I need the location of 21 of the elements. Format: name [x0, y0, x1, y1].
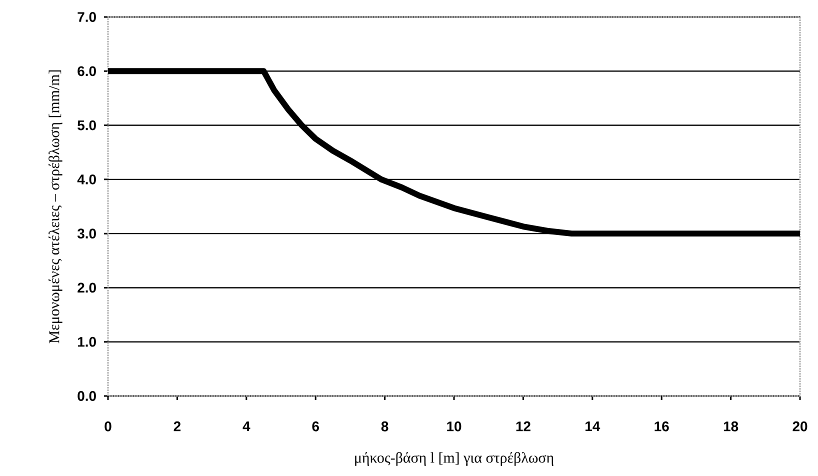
x-tick-label: 14 [586, 421, 600, 432]
x-axis-title: μήκος-βάση l [m] για στρέβλωση [355, 452, 554, 466]
y-tick-label: 4.0 [77, 174, 96, 184]
x-tick-label: 8 [381, 421, 388, 432]
x-tick-label: 20 [792, 421, 808, 432]
x-tick-label: 12 [516, 421, 530, 432]
y-axis-title: Μεμονωμένες ατέλειες – στρέβλωση [mm/m] [48, 70, 62, 344]
x-tick-label: 2 [174, 421, 181, 432]
y-tick-label: 5.0 [78, 120, 96, 130]
y-tick-label: 1.0 [78, 336, 96, 347]
x-tick-label: 16 [654, 421, 669, 432]
y-tick-label: 2.0 [78, 282, 96, 293]
x-tick-label: 0 [104, 421, 112, 432]
y-tick-label: 7.0 [78, 12, 96, 22]
y-tick-label: 0.0 [78, 391, 96, 401]
y-tick-label: 3.0 [77, 228, 96, 239]
x-tick-label: 6 [312, 421, 319, 432]
x-tick-label: 10 [447, 421, 462, 432]
x-tick-label: 18 [724, 421, 738, 432]
y-tick-label: 6.0 [78, 66, 96, 76]
x-tick-label: 4 [242, 421, 250, 432]
